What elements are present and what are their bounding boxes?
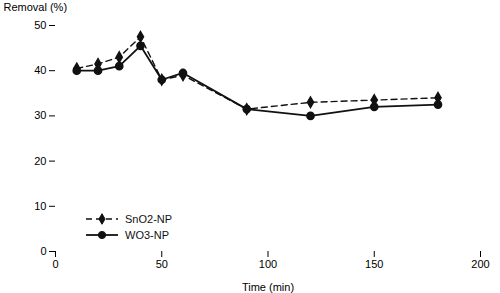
html-text:SnO2-NP: SnO2-NP	[125, 213, 173, 225]
svg-text:Time (min): Time (min)	[242, 281, 294, 293]
html-text:WO3-NP: WO3-NP	[125, 229, 169, 241]
svg-text:50: 50	[156, 258, 168, 270]
svg-text:100: 100	[259, 258, 277, 270]
svg-text:40: 40	[34, 64, 46, 76]
svg-text:200: 200	[471, 258, 489, 270]
svg-text:20: 20	[34, 155, 46, 167]
svg-text:30: 30	[34, 109, 46, 121]
svg-text:0: 0	[52, 258, 58, 270]
svg-text:10: 10	[34, 200, 46, 212]
svg-text:Removal (%): Removal (%)	[4, 1, 68, 13]
svg-text:50: 50	[34, 19, 46, 31]
svg-text:150: 150	[365, 258, 383, 270]
svg-text:0: 0	[40, 245, 46, 257]
